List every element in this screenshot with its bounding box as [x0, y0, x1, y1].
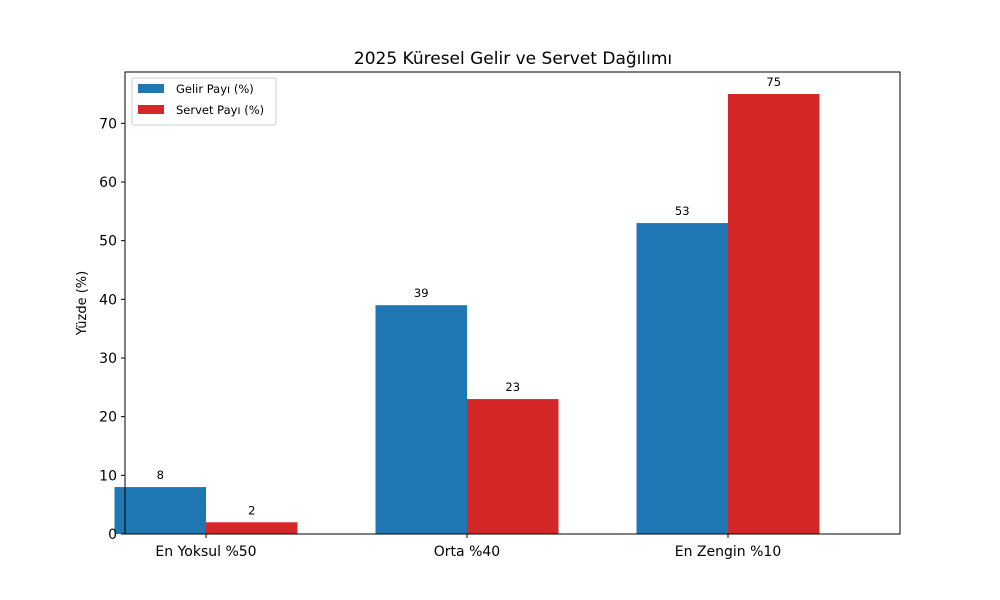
y-tick-label: 10 — [99, 468, 117, 484]
x-ticks-layer: En Yoksul %50 Orta %40 En Zengin %10 — [155, 534, 781, 560]
plot-frame — [124, 71, 901, 535]
legend-swatch-gelir — [138, 84, 164, 93]
data-label-servet-en-yoksul-pct-50: 2 — [248, 503, 255, 517]
y-ticks-layer: 0 10 20 30 40 50 60 70 — [99, 116, 125, 543]
data-label-gelir-en-yoksul-pct-50: 8 — [157, 468, 164, 482]
y-tick-label: 60 — [99, 175, 117, 191]
y-tick-label: 40 — [99, 292, 117, 308]
legend: Gelir Payı (%) Servet Payı (%) — [131, 77, 277, 126]
x-tick-label-en-yoksul-pct-50: En Yoksul %50 — [155, 544, 256, 560]
y-axis-label: Yüzde (%) — [75, 271, 90, 336]
legend-box — [131, 77, 277, 126]
x-tick-label-orta-pct-40: Orta %40 — [434, 544, 500, 560]
bars-layer — [114, 94, 820, 535]
data-label-gelir-en-zengin-pct-10: 53 — [675, 204, 690, 218]
axes-layer — [124, 71, 901, 535]
y-tick-label: 0 — [108, 527, 117, 543]
legend-swatch-servet — [138, 105, 164, 114]
bar-gelir-orta-pct-40 — [375, 305, 467, 534]
data-label-gelir-orta-pct-40: 39 — [414, 286, 429, 300]
chart-title: 2025 Küresel Gelir ve Servet Dağılımı — [354, 49, 672, 69]
bar-gelir-en-yoksul-pct-50 — [114, 487, 206, 534]
bar-servet-en-zengin-pct-10 — [728, 94, 820, 534]
y-tick-label: 50 — [99, 234, 117, 250]
data-label-servet-orta-pct-40: 23 — [505, 380, 520, 394]
legend-label-servet: Servet Payı (%) — [176, 103, 264, 117]
y-tick-label: 70 — [99, 116, 117, 132]
bar-servet-orta-pct-40 — [467, 399, 559, 534]
y-tick-label: 30 — [99, 351, 117, 367]
x-tick-label-en-zengin-pct-10: En Zengin %10 — [675, 544, 781, 560]
data-label-servet-en-zengin-pct-10: 75 — [766, 75, 781, 89]
bar-gelir-en-zengin-pct-10 — [636, 223, 728, 535]
y-tick-label: 20 — [99, 410, 117, 426]
data-labels-layer: 8 39 53 2 23 75 — [157, 75, 781, 517]
legend-label-gelir: Gelir Payı (%) — [176, 82, 254, 96]
bar-servet-en-yoksul-pct-50 — [206, 522, 298, 534]
